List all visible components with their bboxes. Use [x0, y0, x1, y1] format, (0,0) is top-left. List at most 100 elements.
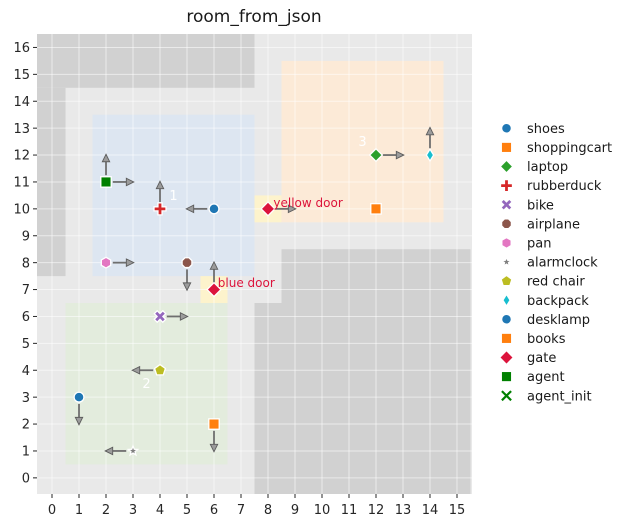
legend-marker-pan	[501, 236, 512, 250]
x-tick-label-4: 4	[156, 503, 164, 518]
legend-item-shoppingcart: shoppingcart	[500, 141, 612, 156]
arrow-desklamp-down	[74, 403, 84, 426]
plus-glyph	[153, 202, 167, 216]
marker-backpack	[425, 147, 435, 163]
square-glyph	[370, 203, 382, 215]
x-tick-label-7: 7	[237, 503, 245, 518]
legend-item-books: books	[500, 332, 566, 347]
xline-glyph	[501, 390, 512, 402]
legend-label-rubberduck: rubberduck	[527, 179, 602, 194]
circle-glyph	[500, 122, 513, 134]
legend-marker-shoppingcart	[500, 141, 513, 154]
legend-item-backpack: backpack	[502, 293, 589, 309]
y-tick-label-11: 11	[13, 176, 30, 191]
x-tick-label-2: 2	[102, 503, 110, 518]
gatediamond-glyph	[498, 349, 515, 366]
legend-marker-books	[500, 332, 513, 345]
room-label-3: 3	[358, 135, 366, 150]
x-tick-label-11: 11	[341, 503, 358, 518]
legend-label-airplane: airplane	[527, 217, 580, 232]
circle-glyph	[500, 313, 513, 325]
marker-rubberduck	[153, 202, 167, 216]
arrow-shoes-left	[185, 204, 208, 214]
square-glyph	[500, 332, 513, 345]
star-glyph	[126, 444, 140, 457]
x-tick-label-14: 14	[422, 503, 439, 518]
y-tick-label-10: 10	[13, 202, 30, 217]
legend-label-agent: agent	[527, 370, 565, 385]
legend-marker-gate	[498, 349, 515, 366]
y-tick-label-15: 15	[13, 68, 30, 83]
hexagon-glyph	[501, 236, 512, 250]
arrow-head	[182, 282, 192, 292]
gatediamond-glyph	[260, 201, 276, 217]
arrow-bike-right	[166, 312, 189, 321]
arrow-head	[104, 446, 114, 456]
arrow-head	[425, 126, 435, 136]
room-1-region	[92, 114, 255, 277]
marker-airplane	[181, 257, 193, 269]
y-tick-label-0: 0	[22, 471, 30, 486]
marker-books	[208, 418, 220, 430]
arrow-agent-right	[112, 177, 135, 187]
legend-item-gate: gate	[498, 349, 556, 366]
room-2-region	[65, 303, 228, 465]
x-tick-label-6: 6	[210, 503, 218, 518]
pentagon-glyph	[153, 363, 167, 376]
legend-item-pan: pan	[501, 236, 551, 252]
legend-label-desklamp: desklamp	[527, 313, 590, 328]
legend-marker-rubberduck	[499, 178, 514, 193]
legend-label-shoppingcart: shoppingcart	[527, 141, 612, 156]
octagon-glyph	[181, 257, 193, 269]
y-tick-label-2: 2	[22, 418, 30, 433]
legend-marker-desklamp	[500, 313, 513, 325]
wall-0	[37, 34, 255, 88]
marker-bike	[153, 309, 167, 324]
plot-title: room_from_json	[186, 7, 321, 27]
arrow-pan-right	[112, 258, 135, 268]
door-label-yellow-door: yellow door	[273, 196, 342, 210]
arrow-head	[125, 258, 135, 268]
marker-gate-blue-door	[206, 281, 222, 298]
arrow-laptop-right	[382, 150, 405, 160]
plus-glyph	[499, 178, 514, 193]
arrow-agent-up	[101, 153, 111, 176]
y-tick-label-16: 16	[13, 41, 30, 56]
legend-marker-agent	[500, 370, 513, 383]
hexagon-glyph	[100, 256, 112, 269]
xcross-glyph	[153, 309, 167, 324]
x-tick-label-3: 3	[129, 503, 137, 518]
legend-label-pan: pan	[527, 237, 551, 252]
legend-label-books: books	[527, 332, 566, 347]
legend-item-desklamp: desklamp	[500, 313, 590, 328]
x-tick-label-9: 9	[291, 503, 299, 518]
legend-item-agent-init: agent_init	[501, 389, 592, 404]
gatediamond-glyph	[206, 281, 222, 298]
y-tick-label-12: 12	[13, 149, 30, 164]
arrow-backpack-up	[425, 126, 435, 149]
arrow-head	[101, 153, 111, 163]
arrow-blue-door-up	[209, 260, 219, 283]
arrow-head	[209, 260, 219, 270]
legend-marker-shoes	[500, 122, 513, 134]
legend-item-laptop: laptop	[499, 159, 568, 175]
x-tick-label-10: 10	[314, 503, 331, 518]
square-glyph	[208, 418, 220, 430]
legend-marker-alarmclock	[500, 255, 513, 268]
y-tick-label-9: 9	[22, 229, 30, 244]
octagon-glyph	[500, 218, 513, 230]
x-tick-label-8: 8	[264, 503, 272, 518]
thindiamond-glyph	[425, 147, 435, 163]
legend-marker-laptop	[499, 159, 514, 174]
legend-item-rubberduck: rubberduck	[499, 178, 602, 194]
diamond-glyph	[368, 147, 384, 163]
legend-label-gate: gate	[527, 351, 556, 366]
marker-shoes	[208, 203, 220, 215]
marker-agent	[100, 176, 112, 188]
star-glyph	[500, 255, 513, 268]
room-label-1: 1	[169, 189, 177, 204]
legend-item-bike: bike	[499, 198, 554, 213]
y-tick-label-7: 7	[22, 283, 30, 298]
xcross-glyph	[499, 198, 514, 212]
